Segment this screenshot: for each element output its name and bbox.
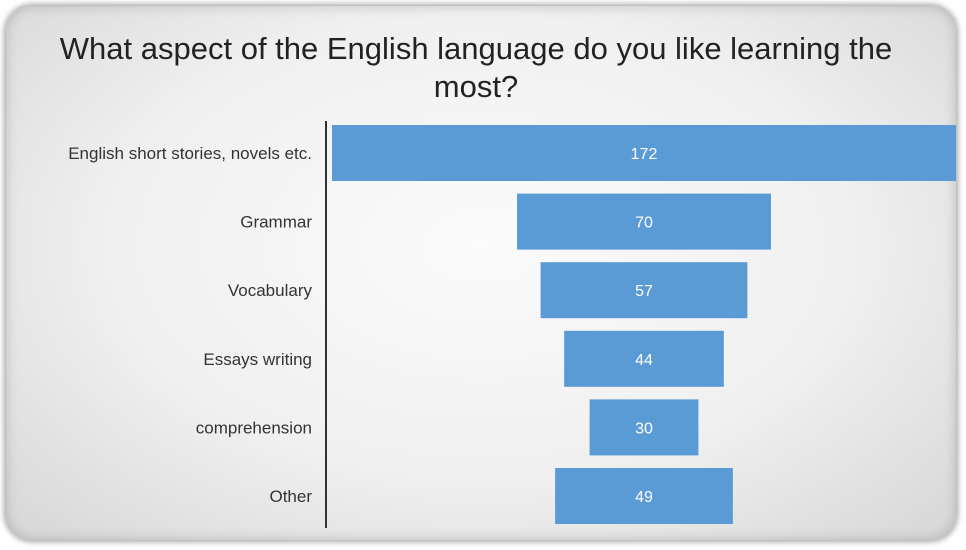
category-label: comprehension (196, 418, 312, 437)
bar (564, 330, 724, 387)
data-label-group: 172 70 57 44 30 49 (631, 146, 658, 506)
bar-group (332, 125, 956, 524)
bar (517, 193, 771, 250)
data-label: 57 (635, 283, 653, 300)
bar (540, 262, 748, 319)
bar (555, 468, 733, 524)
category-label: Other (269, 487, 312, 506)
data-label: 49 (635, 489, 653, 506)
category-label: Grammar (240, 213, 312, 232)
category-label: English short stories, novels etc. (68, 144, 312, 163)
chart-frame: What aspect of the English language do y… (6, 6, 956, 540)
data-label: 70 (635, 215, 653, 232)
category-label-group: English short stories, novels etc. Gramma… (68, 144, 312, 506)
bar (332, 125, 956, 181)
chart-title: What aspect of the English language do y… (59, 31, 893, 104)
category-label: Vocabulary (228, 281, 313, 300)
category-label: Essays writing (203, 350, 312, 369)
bar (589, 399, 699, 456)
data-label: 30 (635, 420, 653, 437)
data-label: 44 (635, 352, 653, 369)
data-label: 172 (631, 146, 658, 163)
